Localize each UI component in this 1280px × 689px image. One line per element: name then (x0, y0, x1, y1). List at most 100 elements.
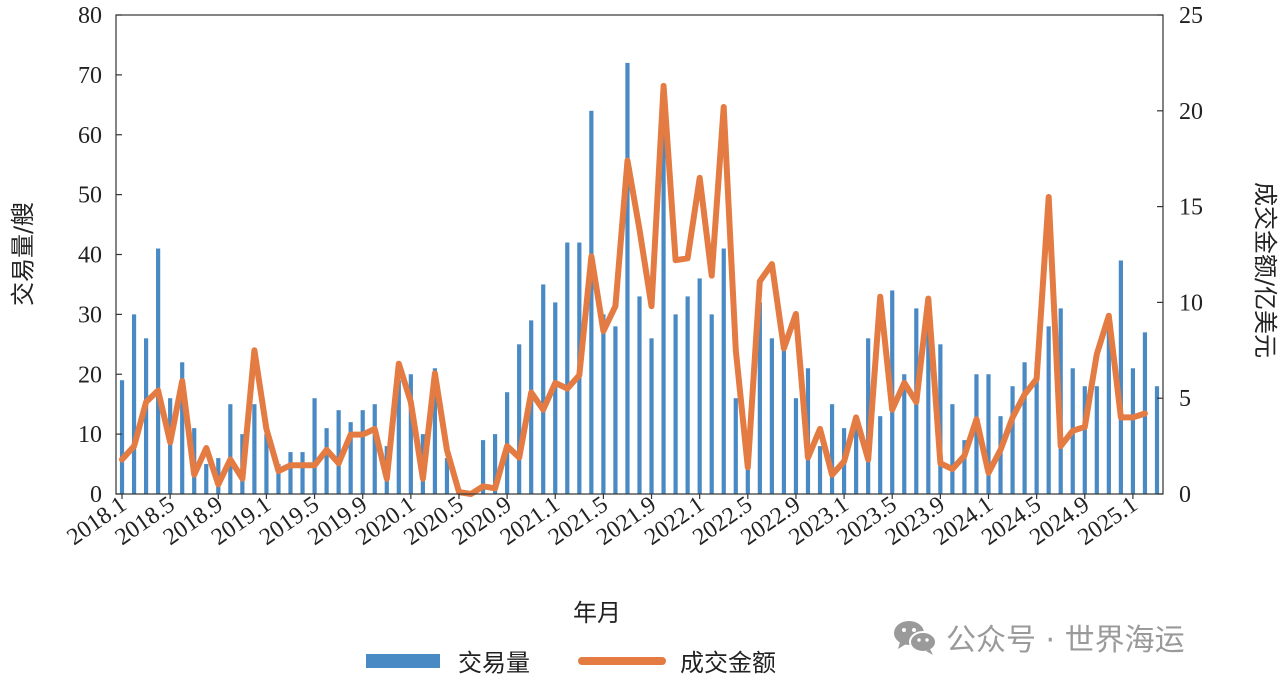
bar (492, 434, 498, 494)
bar (264, 434, 269, 494)
bar (348, 422, 353, 494)
bar (757, 302, 762, 494)
bar (1094, 386, 1099, 494)
right-y-axis-tick-labels: 0 5 10 15 20 25 (1157, 3, 1203, 508)
right-y-tick-label: 15 (1179, 195, 1203, 221)
bar (1034, 362, 1039, 494)
bar (697, 278, 702, 494)
bar (866, 338, 871, 494)
bar (372, 404, 377, 494)
x-axis-tick-labels: 2018.12018.52018.92019.12019.52019.92020… (62, 492, 1142, 551)
left-y-tick-label: 30 (78, 302, 102, 328)
bar (168, 398, 173, 494)
bar (156, 248, 161, 494)
right-y-axis-title: 成交金额/亿美元 (1251, 182, 1279, 358)
bar (745, 464, 750, 494)
bar (661, 128, 666, 494)
bar (408, 374, 413, 494)
bar (312, 398, 317, 494)
right-y-tick-label: 20 (1179, 99, 1203, 125)
left-y-tick-label: 0 (90, 482, 102, 508)
bar (1082, 386, 1087, 494)
value-line (119, 82, 1148, 497)
bar (902, 374, 907, 494)
bar (324, 428, 329, 494)
bar-series (119, 62, 1160, 495)
bar (854, 416, 859, 494)
bar (673, 314, 678, 494)
left-y-tick-label: 50 (78, 183, 102, 209)
bar (480, 440, 486, 494)
left-y-tick-label: 80 (78, 3, 102, 29)
bar (119, 380, 125, 494)
bar (1022, 362, 1027, 494)
left-y-tick-label: 40 (78, 243, 102, 269)
bar (541, 284, 546, 494)
wechat-icon (892, 617, 938, 657)
legend-label-volume: 交易量 (458, 649, 530, 677)
bar (625, 62, 630, 495)
left-y-axis-tick-labels: 0 10 20 30 40 50 60 70 80 (78, 3, 122, 508)
bar (817, 446, 823, 494)
bar (1154, 386, 1160, 494)
bar (180, 362, 185, 494)
right-y-tick-label: 0 (1179, 482, 1191, 508)
bar (288, 452, 293, 494)
bar (938, 344, 943, 494)
bar (143, 338, 149, 494)
bar (637, 296, 642, 494)
bar (709, 314, 714, 494)
bar (926, 326, 931, 494)
legend: 交易量 成交金额 (366, 649, 776, 677)
bar (252, 404, 257, 494)
bar (613, 326, 618, 494)
bar (974, 374, 979, 494)
line-series (119, 82, 1148, 497)
bar (769, 338, 774, 494)
bar (204, 464, 209, 494)
bar (553, 302, 558, 494)
bar (950, 404, 955, 494)
right-y-tick-label: 5 (1179, 386, 1191, 412)
bar (829, 404, 835, 494)
bar (1130, 368, 1136, 494)
bar (733, 398, 738, 494)
bar (1010, 386, 1015, 494)
bar (986, 374, 991, 494)
bar (131, 314, 137, 494)
left-y-tick-label: 20 (78, 362, 102, 388)
left-y-tick-label: 60 (78, 123, 102, 149)
left-y-tick-label: 10 (78, 422, 102, 448)
legend-swatch-volume (366, 654, 440, 668)
bar (878, 416, 883, 494)
bar (336, 410, 341, 494)
bar (685, 296, 690, 494)
bar (228, 404, 233, 494)
bar (517, 344, 522, 494)
x-axis-title: 年月 (573, 599, 621, 627)
bar (589, 110, 594, 495)
bar (565, 242, 570, 494)
bar (1046, 326, 1051, 494)
bar (601, 314, 606, 494)
left-y-axis-title: 交易量/艘 (9, 202, 37, 306)
right-y-tick-label: 25 (1179, 3, 1203, 29)
bar (300, 452, 305, 494)
watermark-text: 公众号 · 世界海运 (946, 623, 1185, 658)
bar (793, 398, 799, 494)
legend-label-value: 成交金额 (680, 649, 776, 677)
bar (1106, 320, 1111, 494)
bar (1118, 260, 1123, 494)
bar (396, 380, 401, 494)
bar (962, 440, 967, 494)
bar (444, 458, 450, 494)
watermark: 公众号 · 世界海运 (892, 615, 1185, 659)
bar (649, 338, 654, 494)
left-y-tick-label: 70 (78, 63, 102, 89)
bar (276, 464, 281, 494)
right-y-tick-label: 10 (1179, 290, 1203, 316)
bar (432, 368, 438, 494)
bar (360, 410, 365, 494)
bar (721, 248, 726, 494)
